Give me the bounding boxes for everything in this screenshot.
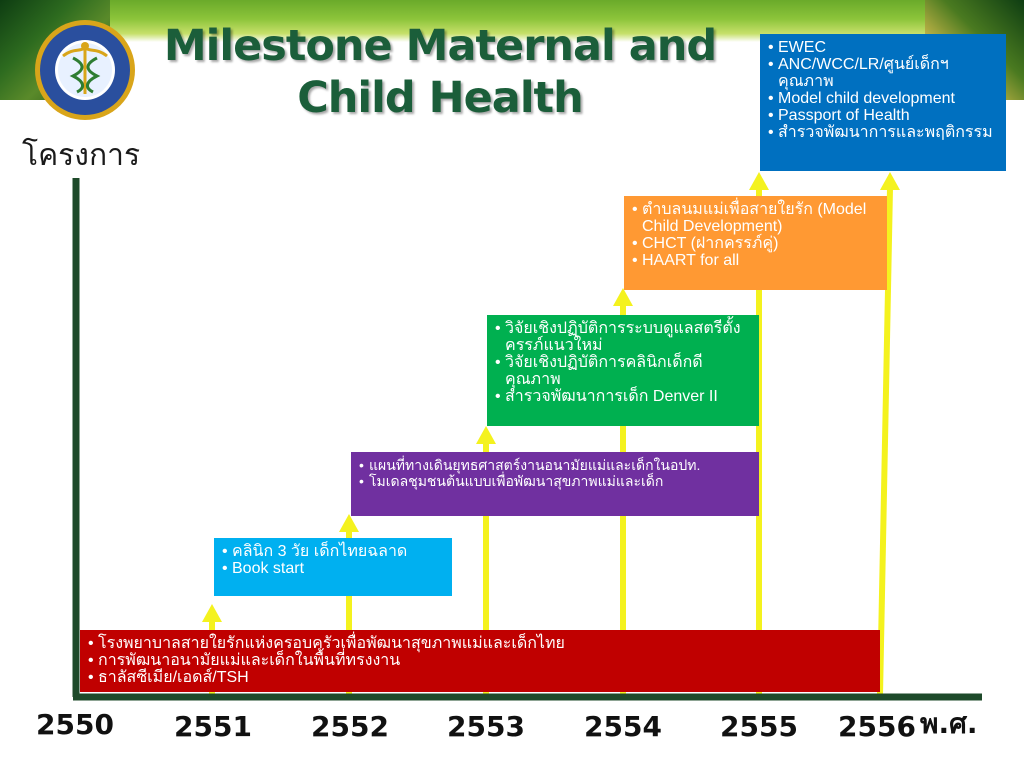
milestone-box-2555: EWEC ANC/WCC/LR/ศูนย์เด็กฯ คุณภาพ Model …: [760, 34, 1006, 171]
milestone-item: วิจัยเชิงปฏิบัติการระบบดูแลสตรีตั้งครรภ์…: [495, 320, 753, 354]
milestone-item: Book start: [222, 560, 446, 577]
milestone-item: คลินิก 3 วัย เด็กไทยฉลาด: [222, 543, 446, 560]
year-label-2556: 2556: [838, 710, 916, 743]
year-label-2554: 2554: [584, 710, 662, 743]
department-seal-logo: [35, 20, 135, 120]
milestone-item: HAART for all: [632, 252, 881, 269]
year-label-2553: 2553: [447, 710, 525, 743]
milestone-item: Model child development: [768, 90, 1000, 107]
milestone-item: วิจัยเชิงปฏิบัติการคลินิกเด็กดีคุณภาพ: [495, 354, 753, 388]
milestone-box-2552: แผนที่ทางเดินยุทธศาสตร์งานอนามัยแม่และเด…: [351, 452, 759, 516]
milestone-box-2550: โรงพยาบาลสายใยรักแห่งครอบครัวเพื่อพัฒนาส…: [80, 630, 880, 692]
milestone-item: สำรวจพัฒนาการเด็ก Denver II: [495, 388, 753, 405]
milestone-arrow-2556: [877, 187, 893, 696]
milestone-box-2553: วิจัยเชิงปฏิบัติการระบบดูแลสตรีตั้งครรภ์…: [487, 315, 759, 426]
year-label-2555: 2555: [720, 710, 798, 743]
year-label-2551: 2551: [174, 710, 252, 743]
milestone-item: การพัฒนาอนามัยแม่และเด็กในพื้นที่ทรงงาน: [88, 652, 874, 669]
milestone-item: โมเดลชุมชนต้นแบบเพื่อพัฒนาสุขภาพแม่และเด…: [359, 473, 753, 489]
milestone-item: สำรวจพัฒนาการและพฤติกรรม: [768, 124, 1000, 141]
year-label-2552: 2552: [311, 710, 389, 743]
arrow-head-2553: [476, 426, 496, 444]
milestone-item: ตำบลนมแม่เพื่อสายใยรัก (Model Child Deve…: [632, 201, 881, 235]
arrow-head-2555: [749, 172, 769, 190]
milestone-box-2554: ตำบลนมแม่เพื่อสายใยรัก (Model Child Deve…: [624, 196, 887, 290]
milestone-item: CHCT (ฝากครรภ์คู่): [632, 235, 881, 252]
arrow-head-2551: [202, 604, 222, 622]
arrow-head-2554: [613, 288, 633, 306]
milestone-item: แผนที่ทางเดินยุทธศาสตร์งานอนามัยแม่และเด…: [359, 457, 753, 473]
slide-title: Milestone Maternal and Child Health: [163, 21, 717, 123]
year-label-2550: 2550: [36, 708, 114, 741]
arrow-head-2552: [339, 514, 359, 532]
arrow-head-2556: [880, 172, 900, 190]
milestone-item: Passport of Health: [768, 107, 1000, 124]
x-axis-label: พ.ศ.: [920, 707, 978, 740]
milestone-item: ธาลัสซีเมีย/เอดส์/TSH: [88, 669, 874, 686]
milestone-item: โรงพยาบาลสายใยรักแห่งครอบครัวเพื่อพัฒนาส…: [88, 635, 874, 652]
milestone-item: ANC/WCC/LR/ศูนย์เด็กฯ คุณภาพ: [768, 56, 1000, 90]
y-axis-label: โครงการ: [22, 138, 141, 173]
milestone-item: EWEC: [768, 39, 1000, 56]
milestone-box-2551: คลินิก 3 วัย เด็กไทยฉลาด Book start: [214, 538, 452, 596]
